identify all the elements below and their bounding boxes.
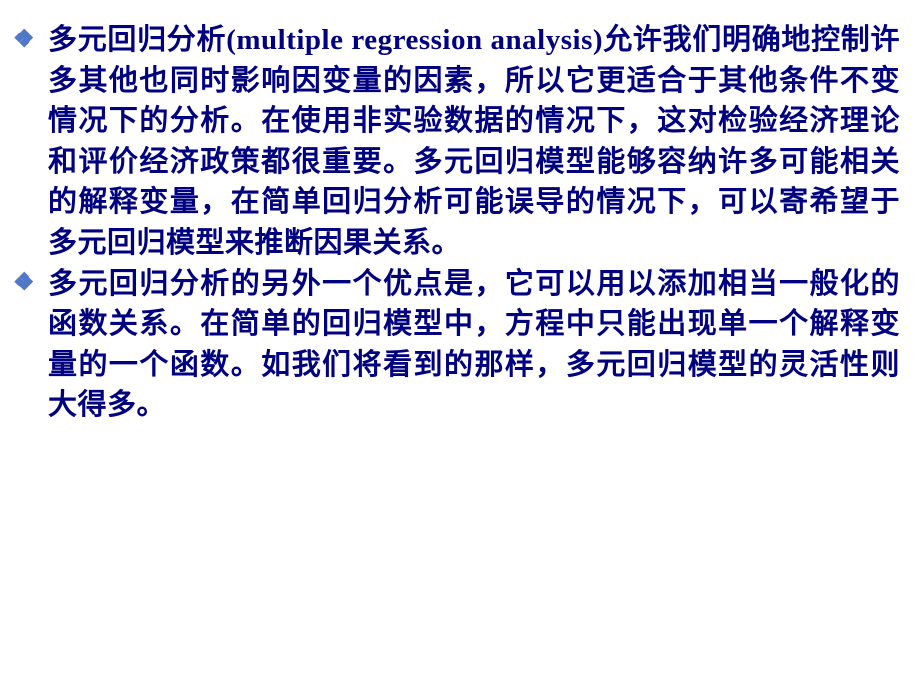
diamond-bullet-icon [17, 273, 35, 291]
bullet-text-2: 多元回归分析的另外一个优点是，它可以用以添加相当一般化的函数关系。在简单的回归模… [48, 268, 900, 422]
diamond-bullet-icon [17, 29, 35, 47]
slide-container: 多元回归分析(multiple regression analysis)允许我们… [0, 0, 920, 690]
bullet-text-1: 多元回归分析(multiple regression analysis)允许我们… [48, 24, 900, 259]
bullet-item-1: 多元回归分析(multiple regression analysis)允许我们… [48, 20, 900, 264]
bullet-item-2: 多元回归分析的另外一个优点是，它可以用以添加相当一般化的函数关系。在简单的回归模… [48, 264, 900, 426]
